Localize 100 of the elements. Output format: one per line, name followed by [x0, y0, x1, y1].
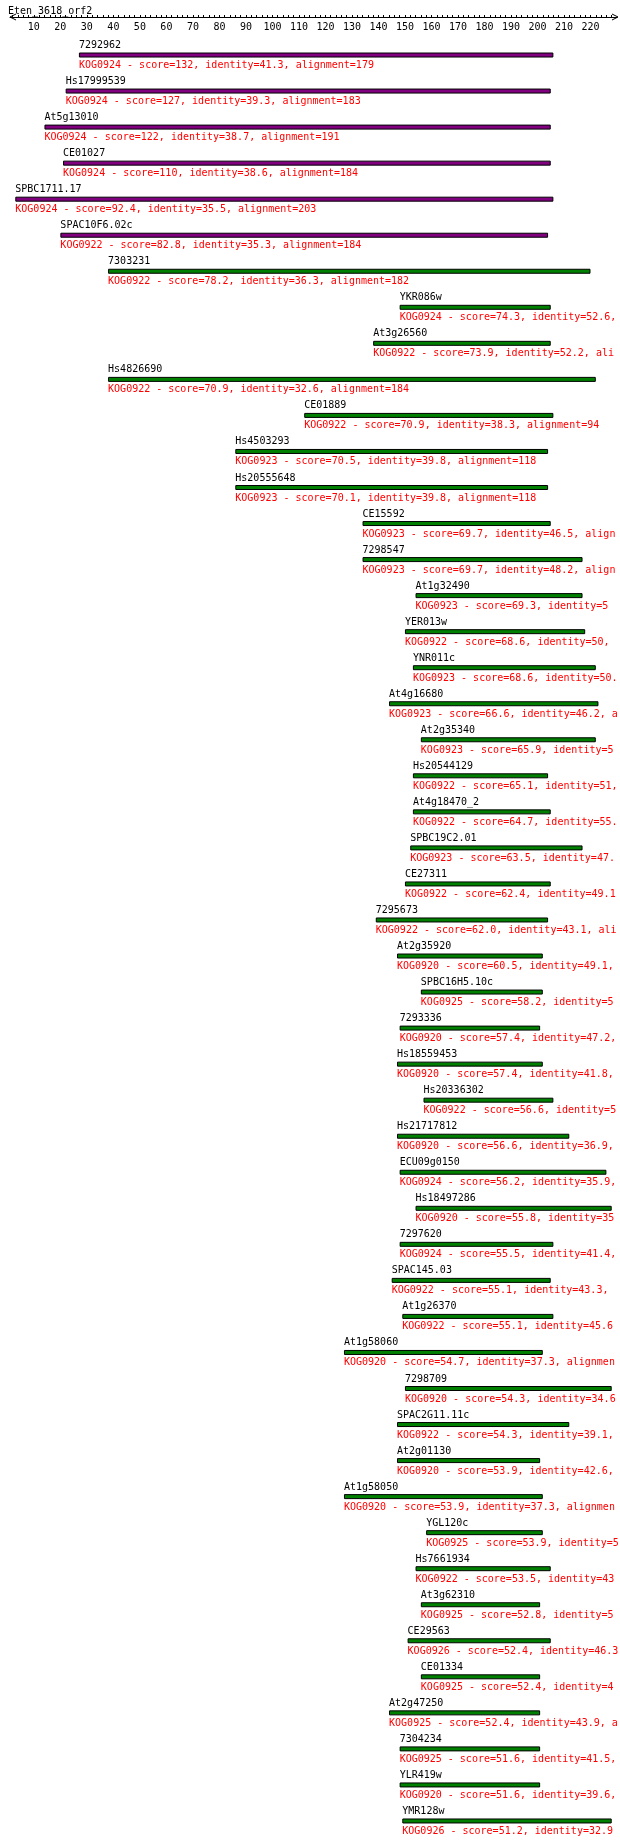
bar	[78, 52, 554, 58]
annotation: KOG0923 - score=70.5, identity=39.8, alignment=118	[235, 455, 537, 467]
annotation: KOG0922 - score=56.6, identity=5	[423, 1104, 617, 1116]
bar	[108, 268, 591, 274]
bar	[15, 196, 554, 202]
annotation: KOG0922 - score=64.7, identity=55.	[412, 815, 618, 827]
x-tick-label: 40	[107, 20, 120, 32]
y-tick-label: At5g13010	[44, 111, 99, 123]
annotation: KOG0922 - score=55.1, identity=45.6	[402, 1320, 614, 1332]
bar	[63, 160, 551, 166]
bar	[420, 1674, 541, 1680]
annotation: KOG0920 - score=53.9, identity=37.3, alignmen	[343, 1500, 615, 1512]
annotation: KOG0923 - score=65.9, identity=5	[420, 743, 614, 755]
annotation: KOG0922 - score=53.5, identity=43	[415, 1572, 615, 1584]
annotation: KOG0925 - score=52.8, identity=5	[420, 1608, 614, 1620]
bar	[402, 1313, 554, 1319]
annotation: KOG0923 - score=69.7, identity=48.2, align	[362, 563, 616, 575]
x-tick-label: 10	[27, 20, 40, 32]
annotation: KOG0924 - score=127, identity=39.3, alignment=183	[65, 95, 361, 107]
x-tick-label: 160	[422, 20, 441, 32]
x-tick-label: 110	[289, 20, 308, 32]
x-tick-label: 180	[475, 20, 494, 32]
annotation: KOG0922 - score=62.0, identity=43.1, ali	[375, 923, 617, 935]
bar	[402, 1818, 612, 1824]
bar	[343, 1494, 543, 1500]
x-tick-label: 20	[54, 20, 67, 32]
x-tick-label: 90	[239, 20, 252, 32]
bar	[373, 340, 551, 346]
y-tick-label: At2g35340	[420, 723, 476, 735]
annotation: KOG0926 - score=51.2, identity=32.9	[402, 1824, 614, 1836]
y-tick-label: SPAC2G11.11c	[397, 1408, 470, 1420]
bar	[389, 1710, 541, 1716]
y-tick-label: YMR128w	[402, 1804, 446, 1816]
bar	[65, 88, 551, 94]
y-tick-label: CE15592	[362, 507, 405, 519]
x-tick-label: 70	[186, 20, 199, 32]
bar	[420, 1602, 541, 1608]
y-tick-label: SPAC10F6.02c	[60, 219, 133, 231]
y-tick-label: SPBC19C2.01	[410, 831, 477, 843]
y-tick-label: At2g35920	[397, 940, 452, 952]
x-tick-label: 170	[448, 20, 467, 32]
annotation: KOG0922 - score=78.2, identity=36.3, alignment=182	[108, 275, 410, 287]
annotation: KOG0922 - score=54.3, identity=39.1,	[397, 1428, 614, 1440]
y-tick-label: 7297620	[399, 1228, 442, 1240]
bar	[399, 1241, 554, 1247]
bar	[412, 809, 551, 815]
annotation: KOG0923 - score=68.6, identity=50.	[412, 671, 618, 683]
bar	[44, 124, 551, 130]
y-tick-label: 7292962	[78, 39, 122, 51]
bar	[389, 701, 599, 707]
y-tick-label: At3g62310	[420, 1588, 476, 1600]
x-tick-label: 50	[133, 20, 146, 32]
bar	[412, 665, 596, 671]
y-tick-label: YKR086w	[399, 291, 443, 303]
bar	[415, 1205, 612, 1211]
bar	[397, 1133, 570, 1139]
y-tick-label: SPBC16H5.10c	[420, 976, 494, 988]
annotation: KOG0920 - score=54.7, identity=37.3, alignmen	[343, 1356, 615, 1368]
y-tick-label: At1g32490	[415, 579, 470, 591]
bar	[399, 1025, 541, 1031]
y-tick-label: 7304234	[399, 1732, 442, 1744]
annotation: KOG0920 - score=57.4, identity=41.8,	[397, 1068, 614, 1080]
bar	[404, 1386, 612, 1391]
x-tick-label: 60	[160, 20, 173, 32]
y-tick-label: CE01889	[304, 399, 347, 411]
annotation: KOG0922 - score=82.8, identity=35.3, alignment=184	[60, 239, 362, 251]
annotation: KOG0920 - score=57.4, identity=47.2,	[399, 1032, 617, 1044]
bar	[397, 1422, 570, 1428]
y-tick-label: At2g47250	[389, 1696, 444, 1708]
y-tick-label: At3g26560	[373, 327, 428, 339]
y-tick-label: Hs18559453	[397, 1048, 458, 1060]
annotation: KOG0920 - score=60.5, identity=49.1,	[397, 960, 614, 972]
x-tick-label: 210	[554, 20, 574, 32]
bar	[404, 629, 586, 635]
bar	[420, 989, 543, 995]
y-tick-label: At1g58060	[343, 1336, 399, 1348]
annotation: KOG0924 - score=56.2, identity=35.9,	[399, 1176, 617, 1188]
bar	[415, 593, 583, 599]
bar	[415, 1566, 551, 1572]
y-tick-label: 7298547	[362, 543, 405, 555]
annotation: KOG0920 - score=54.3, identity=34.6	[404, 1392, 616, 1404]
bar	[362, 521, 551, 527]
annotation: KOG0924 - score=55.5, identity=41.4,	[399, 1248, 617, 1260]
annotation: KOG0920 - score=56.6, identity=36.9,	[397, 1140, 614, 1152]
y-tick-label: Hs20555648	[235, 471, 296, 483]
annotation: KOG0925 - score=58.2, identity=5	[420, 996, 614, 1008]
y-tick-label: Hs4826690	[108, 363, 163, 375]
y-tick-label: 7295673	[375, 903, 418, 915]
chart-title: Eten_3618_orf2	[8, 4, 93, 17]
y-tick-label: Hs18497286	[415, 1192, 476, 1204]
x-tick-label: 100	[263, 20, 282, 32]
annotation: KOG0924 - score=110, identity=38.6, alignment=184	[63, 167, 359, 179]
y-tick-label: YLR419w	[399, 1768, 443, 1780]
annotation: KOG0922 - score=65.1, identity=51,	[412, 779, 618, 791]
annotation: KOG0924 - score=74.3, identity=52.6,	[399, 311, 617, 323]
annotation: KOG0924 - score=122, identity=38.7, alignment=191	[44, 131, 340, 143]
y-tick-label: At1g58050	[343, 1480, 399, 1492]
annotation: KOG0922 - score=70.9, identity=32.6, alignment=184	[108, 383, 410, 395]
annotation: KOG0924 - score=92.4, identity=35.5, alignment=203	[15, 203, 317, 215]
bar	[362, 557, 583, 563]
